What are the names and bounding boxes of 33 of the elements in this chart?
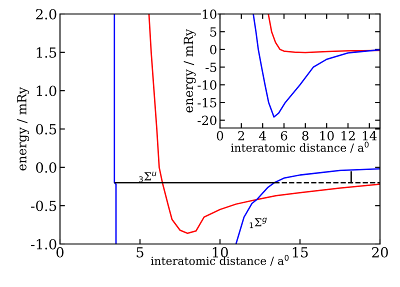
x-tick-label: 0 — [56, 247, 64, 258]
y-tick-label: 1.5 — [36, 47, 56, 58]
x-tick-label: 10 — [320, 131, 334, 140]
y-tick-label: 5 — [210, 27, 216, 37]
y-tick-label: 0.0 — [36, 162, 56, 173]
y-tick-label: -20 — [198, 116, 216, 126]
y-tick-label: -10 — [198, 80, 216, 90]
x-tick-label: 6 — [280, 131, 288, 140]
y-axis-title: energy / mRy — [184, 28, 196, 112]
y-tick-label: 1.0 — [36, 86, 56, 96]
y-tick-label: 0 — [210, 44, 216, 54]
y-tick-label: -1.0 — [31, 238, 56, 250]
y-tick-label: 10 — [202, 9, 216, 19]
y-tick-label: 0.5 — [36, 124, 56, 134]
x-tick-label: 20 — [372, 247, 388, 258]
y-tick-label: 2.0 — [36, 8, 56, 20]
annotation: $_{1}$Σ$^{g}$ — [250, 218, 267, 228]
line-series — [252, 14, 380, 118]
x-tick-label: 14 — [362, 131, 377, 140]
x-tick-label: 5 — [136, 247, 144, 258]
x-tick-label: 4 — [259, 131, 266, 140]
x-tick-label: 2 — [238, 131, 244, 140]
annotation: $_{3}$Σ$^{u}$ — [139, 172, 156, 182]
x-tick-label: 8 — [302, 131, 308, 140]
y-tick-label: -5 — [206, 62, 216, 72]
x-axis-title: interatomic distance / a$^{0}$ — [230, 142, 369, 153]
y-axis-title: energy / mRy — [17, 86, 30, 170]
line-series — [268, 14, 380, 54]
x-tick-label: 15 — [292, 247, 308, 258]
y-tick-label: -15 — [198, 98, 216, 108]
y-tick-label: -0.5 — [31, 200, 56, 212]
x-tick-label: 12 — [342, 131, 355, 140]
x-tick-label: 0 — [216, 131, 224, 140]
